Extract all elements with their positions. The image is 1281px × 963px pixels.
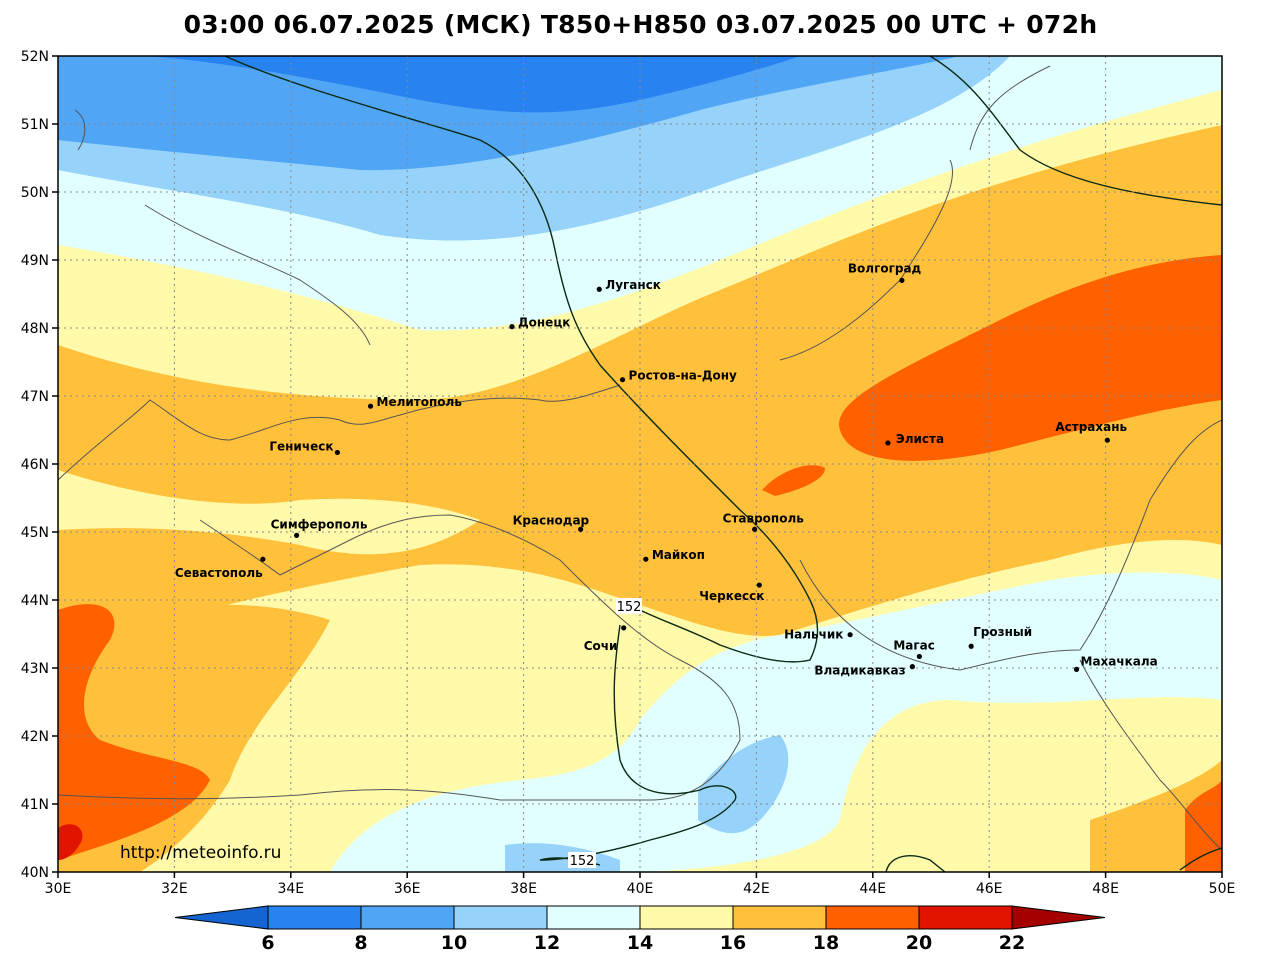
lat-tick-label: 44N (21, 593, 49, 609)
city-dot (916, 653, 922, 660)
lon-tick-label: 32E (161, 881, 188, 897)
city-dot (899, 277, 905, 283)
graticule (58, 56, 1222, 872)
lat-tick-label: 41N (21, 797, 49, 813)
colorbar-segment (825, 905, 920, 930)
contour-label-group: 152 152 (568, 598, 642, 869)
colorbar-segment (360, 905, 455, 930)
lon-tick-label: 50E (1209, 881, 1236, 897)
lon-tick-label: 48E (1092, 881, 1119, 897)
city-label: Астрахань (1055, 420, 1127, 434)
city-label: Ставрополь (723, 511, 805, 525)
lat-tick-label: 46N (21, 457, 49, 473)
colorbar-label: 22 (999, 932, 1025, 954)
city-label: Мелитополь (377, 395, 463, 409)
city-dot (578, 526, 584, 532)
lon-tick-label: 38E (510, 881, 537, 897)
city-label: Магас (893, 638, 935, 652)
city-label: Элиста (896, 432, 944, 446)
height-contours (224, 56, 1222, 872)
colorbar-segment (918, 905, 1013, 930)
city-label: Сочи (584, 639, 618, 653)
credit-text: http://meteoinfo.ru (120, 843, 281, 863)
city-label: Грозный (973, 625, 1032, 639)
colorbar-label: 16 (720, 932, 746, 954)
colorbar-label: 18 (813, 932, 839, 954)
city-dot (1104, 437, 1110, 443)
city-label: Черкесск (699, 589, 764, 603)
colorbar-extend-low (174, 905, 269, 930)
city-dot (885, 440, 891, 446)
colorbar: 6 8 10 12 14 16 18 20 22 (174, 905, 1106, 954)
city-dot (756, 582, 762, 588)
contour-label: 152 (570, 854, 595, 869)
colorbar-label: 10 (441, 932, 467, 954)
lat-tick-label: 42N (21, 729, 49, 745)
lon-tick-label: 30E (45, 881, 72, 897)
lat-tick-label: 52N (21, 49, 49, 65)
colorbar-label: 8 (354, 932, 367, 954)
city-dot (621, 625, 627, 631)
lon-tick-label: 42E (743, 881, 770, 897)
lon-tick-label: 44E (859, 881, 886, 897)
city-dot (260, 556, 266, 562)
city-label: Волгоград (848, 261, 922, 275)
colorbar-extend-high (1011, 905, 1106, 930)
city-markers: Луганск Волгоград Донецк Ростов-на-Дону Мели… (175, 261, 1158, 677)
city-dot (509, 324, 515, 330)
lon-tick-label: 36E (394, 881, 421, 897)
city-label: Махачкала (1081, 654, 1158, 668)
lat-tick-label: 47N (21, 389, 49, 405)
colorbar-label: 6 (261, 932, 274, 954)
city-label: Геническ (269, 439, 333, 453)
lat-tick-label: 45N (21, 525, 49, 541)
city-dot (619, 377, 626, 383)
lat-tick-label: 51N (21, 117, 49, 133)
contour-label: 152 (617, 600, 642, 615)
lat-tick-label: 49N (21, 253, 49, 269)
city-dot (968, 643, 974, 649)
city-label: Краснодар (513, 513, 590, 527)
city-label: Донецк (518, 316, 570, 330)
city-dot (596, 286, 602, 292)
city-dot (909, 664, 915, 670)
colorbar-segment (732, 905, 827, 930)
colorbar-segment (546, 905, 641, 930)
city-label: Майкоп (652, 548, 705, 562)
lat-tick-label: 48N (21, 321, 49, 337)
lon-tick-label: 34E (277, 881, 304, 897)
city-label: Севастополь (175, 566, 263, 580)
city-label: Владикавказ (814, 664, 905, 678)
latitude-axis: 52N 51N 50N 49N 48N 47N 46N 45N 44N 43N 42N 41N 40N (21, 49, 58, 881)
colorbar-segment (267, 905, 362, 930)
colorbar-label: 12 (534, 932, 560, 954)
coastlines (58, 65, 1222, 851)
city-dot (752, 526, 758, 532)
city-dot (294, 532, 300, 539)
lat-tick-label: 43N (21, 661, 49, 677)
lat-tick-label: 40N (21, 865, 49, 881)
city-dot (334, 449, 340, 456)
city-dot (847, 632, 853, 638)
colorbar-segment (639, 905, 734, 930)
lon-tick-label: 46E (976, 881, 1003, 897)
colorbar-label: 20 (906, 932, 932, 954)
city-label: Луганск (605, 278, 661, 292)
colorbar-segment (453, 905, 548, 930)
colorbar-label: 14 (627, 932, 653, 954)
lon-tick-label: 40E (627, 881, 654, 897)
longitude-axis: 30E 32E 34E 36E 38E 40E 42E 44E 46E 48E 50E (45, 872, 1236, 897)
city-dot (643, 556, 649, 562)
map-title: 03:00 06.07.2025 (МСК) T850+H850 03.07.2… (183, 10, 1098, 39)
city-label: Ростов-на-Дону (629, 369, 738, 383)
city-label: Симферополь (271, 517, 368, 531)
city-label: Нальчик (784, 628, 843, 642)
city-dot (367, 403, 374, 409)
lat-tick-label: 50N (21, 185, 49, 201)
city-dot (1073, 666, 1080, 672)
